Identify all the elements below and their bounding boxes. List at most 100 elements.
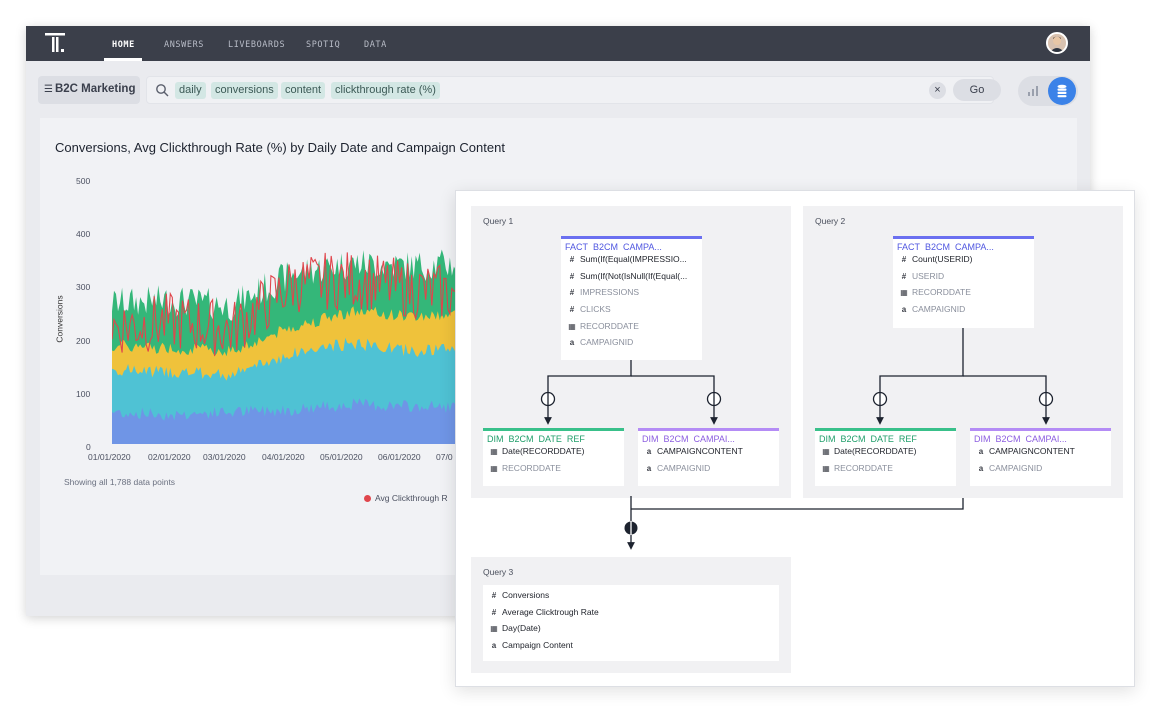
number-column-icon: #	[901, 255, 907, 264]
field-row[interactable]: ▦ RECORDDATE	[893, 284, 1034, 301]
data-source-button[interactable]: ☰ B2C Marketing	[38, 76, 140, 104]
nav-home[interactable]: HOME	[112, 40, 135, 50]
field-label: Average Clicktrough Rate	[502, 606, 599, 617]
field-label: Sum(If(Equal(IMPRESSIO...	[580, 254, 687, 264]
field-label: Conversions	[502, 590, 550, 600]
search-token-content[interactable]: content	[281, 82, 326, 99]
field-label: Date(RECORDDATE)	[834, 446, 917, 456]
field-label: CAMPAIGNID	[989, 462, 1043, 473]
text-column-icon: a	[569, 338, 575, 348]
date-column-icon: ▦	[568, 321, 576, 331]
join-icons	[540, 391, 1054, 407]
x-tick: 04/01/2020	[262, 452, 305, 462]
field-row[interactable]: # Sum(If(Equal(IMPRESSIO...	[561, 251, 702, 268]
date-column-icon: ▦	[490, 463, 498, 473]
number-column-icon: #	[569, 305, 575, 315]
field-row[interactable]: a CAMPAIGNID	[561, 334, 702, 351]
table-view-button[interactable]	[1048, 77, 1076, 105]
nav-liveboards[interactable]: LIVEBOARDS	[228, 40, 286, 50]
field-row[interactable]: # Count(USERID)	[893, 251, 1034, 268]
number-column-icon: #	[901, 271, 907, 281]
field-row[interactable]: a Campaign Content	[483, 637, 779, 654]
text-column-icon: a	[646, 447, 652, 456]
query-3-label: Query 3	[483, 567, 514, 577]
query-2-date-dim-table[interactable]: DIM_B2CM_DATE_REF ▦ Date(RECORDDATE) ▦ RECO…	[815, 428, 956, 486]
table-name: FACT_B2CM_CAMPA...	[893, 236, 1034, 251]
query-1-panel: Query 1 FACT_B2CM_CAMPA... # Sum(If(Equal…	[471, 206, 791, 498]
y-tick: 0	[86, 442, 91, 452]
field-label: CAMPAIGNID	[912, 304, 966, 315]
query-1-label: Query 1	[483, 216, 514, 226]
field-row[interactable]: a CAMPAIGNCONTENT	[970, 443, 1111, 460]
thoughtspot-logo-icon[interactable]	[44, 32, 68, 54]
query-3-result-table[interactable]: # Conversions # Average Clicktrough Rate ▦ Da…	[483, 585, 779, 661]
avatar[interactable]	[1046, 32, 1068, 54]
x-tick: 02/01/2020	[148, 452, 191, 462]
field-label: CAMPAIGNCONTENT	[989, 446, 1075, 456]
table-name: DIM_B2CM_DATE_REF	[815, 428, 956, 443]
search-bar: ☰ B2C Marketing daily conversions content…	[38, 76, 1078, 106]
clickthrough-rate-line[interactable]	[112, 252, 472, 357]
query-1-date-dim-table[interactable]: DIM_B2CM_DATE_REF ▦ Date(RECORDDATE) ▦ RECO…	[483, 428, 624, 486]
query-plan-diagram: Query 1 FACT_B2CM_CAMPA... # Sum(If(Equal…	[455, 190, 1135, 687]
field-row[interactable]: ▦ Date(RECORDDATE)	[815, 443, 956, 460]
field-row[interactable]: a CAMPAIGNID	[893, 301, 1034, 318]
field-row[interactable]: a CAMPAIGNID	[638, 460, 779, 477]
x-tick: 01/01/2020	[88, 452, 131, 462]
search-token-daily[interactable]: daily	[175, 82, 206, 99]
y-axis-label: Conversions	[54, 295, 65, 343]
top-nav: HOME ANSWERS LIVEBOARDS SPOTIQ DATA	[26, 26, 1090, 61]
query-2-campaign-dim-table[interactable]: DIM_B2CM_CAMPAI... a CAMPAIGNCONTENT a CAMP…	[970, 428, 1111, 486]
field-label: Date(RECORDDATE)	[502, 446, 585, 456]
field-row[interactable]: # Conversions	[483, 587, 779, 604]
nav-data[interactable]: DATA	[364, 40, 387, 50]
field-row[interactable]: ▦ Day(Date)	[483, 620, 779, 637]
field-label: USERID	[912, 270, 945, 281]
chart-view-icon[interactable]	[1026, 84, 1040, 98]
area-series-1[interactable]	[112, 398, 472, 444]
field-row[interactable]: a CAMPAIGNID	[970, 460, 1111, 477]
chart-legend[interactable]: Avg Clickthrough R	[364, 493, 448, 503]
search-input[interactable]: daily conversions content clickthrough r…	[146, 76, 1001, 104]
field-row[interactable]: # CLICKS	[561, 301, 702, 318]
number-column-icon: #	[569, 288, 575, 298]
date-column-icon: ▦	[490, 624, 498, 634]
field-label: RECORDDATE	[912, 287, 971, 298]
field-label: IMPRESSIONS	[580, 287, 640, 298]
search-token-clickthrough-rate[interactable]: clickthrough rate (%)	[331, 82, 440, 99]
database-stack-icon	[1057, 84, 1067, 98]
field-label: CAMPAIGNCONTENT	[657, 446, 743, 456]
query-1-campaign-dim-table[interactable]: DIM_B2CM_CAMPAI... a CAMPAIGNCONTENT a CAMP…	[638, 428, 779, 486]
stacked-area-chart[interactable]	[112, 178, 472, 458]
field-row[interactable]: ▦ Date(RECORDDATE)	[483, 443, 624, 460]
field-row[interactable]: ▦ RECORDDATE	[561, 318, 702, 335]
field-label: Count(USERID)	[912, 254, 973, 264]
field-row[interactable]: # IMPRESSIONS	[561, 284, 702, 301]
table-name: DIM_B2CM_CAMPAI...	[970, 428, 1111, 443]
field-list: # Conversions # Average Clicktrough Rate ▦ Da…	[483, 587, 779, 654]
field-row[interactable]: a CAMPAIGNCONTENT	[638, 443, 779, 460]
field-label: RECORDDATE	[502, 462, 561, 473]
field-row[interactable]: # USERID	[893, 268, 1034, 285]
field-row[interactable]: # Average Clicktrough Rate	[483, 604, 779, 621]
clear-search-button[interactable]: ×	[929, 82, 946, 99]
text-column-icon: a	[978, 447, 984, 456]
query-1-fact-table[interactable]: FACT_B2CM_CAMPA... # Sum(If(Equal(IMPRESS…	[561, 236, 702, 360]
field-label: RECORDDATE	[580, 320, 639, 331]
search-token-conversions[interactable]: conversions	[211, 82, 278, 99]
field-row[interactable]: ▦ RECORDDATE	[815, 460, 956, 477]
date-column-icon: ▦	[900, 288, 908, 298]
nav-answers[interactable]: ANSWERS	[164, 40, 205, 50]
table-name: DIM_B2CM_DATE_REF	[483, 428, 624, 443]
field-label: CAMPAIGNID	[580, 337, 634, 348]
field-label: Day(Date)	[502, 623, 541, 634]
y-tick: 300	[76, 282, 91, 292]
field-row[interactable]: # Sum(If(Not(IsNull(If(Equal(...	[561, 268, 702, 285]
go-button[interactable]: Go	[953, 79, 1001, 101]
nav-spotiq[interactable]: SPOTIQ	[306, 40, 341, 50]
query-2-fact-table[interactable]: FACT_B2CM_CAMPA... # Count(USERID) # USERID…	[893, 236, 1034, 328]
number-column-icon: #	[491, 591, 497, 600]
field-row[interactable]: ▦ RECORDDATE	[483, 460, 624, 477]
table-name: DIM_B2CM_CAMPAI...	[638, 428, 779, 443]
text-column-icon: a	[901, 305, 907, 315]
